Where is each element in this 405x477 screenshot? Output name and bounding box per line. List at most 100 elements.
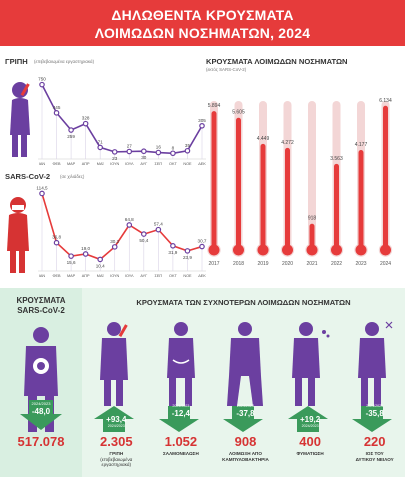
x-tick-label-6: ΙΟΥΛ bbox=[125, 274, 134, 278]
data-point-4 bbox=[97, 256, 103, 263]
case-count: 2.305 bbox=[100, 434, 133, 449]
x-tick-label-1: ΦΕΒ bbox=[52, 274, 61, 278]
x-tick-label-7: 2024 bbox=[380, 261, 391, 267]
tuberculosis-person-icon bbox=[288, 320, 332, 410]
data-label-4: 71 bbox=[98, 139, 104, 144]
disease-label-line2: ΚΑΜΠΥΛΟΒΑΚΤΗΡΙΑ bbox=[222, 456, 269, 462]
bar-value-label-2: 4.449 bbox=[257, 136, 270, 142]
x-tick-label-0: ΙΑΝ bbox=[39, 274, 46, 278]
x-tick-label-3: ΑΠΡ bbox=[82, 162, 90, 166]
covid-person-icon bbox=[7, 197, 29, 273]
flu-line-chart: 750 445 259 328 71 23 27 30 16 8 35 305 ΙΑΝ ΦΕΒ ΜΑΡ ΑΠΡ… bbox=[38, 77, 206, 166]
change-arrow-up-icon bbox=[94, 406, 134, 432]
covid-change-value: -48,0 bbox=[0, 407, 82, 416]
x-tick-label-11: ΔΕΚ bbox=[198, 162, 206, 166]
covid-change-sign: - bbox=[31, 407, 35, 416]
cases-chart-title: ΚΡΟΥΣΜΑΤΑ ΛΟΙΜΩΔΩΝ ΝΟΣΗΜΑΤΩΝ bbox=[206, 57, 348, 66]
x-tick-label-4: 2021 bbox=[306, 261, 317, 267]
flu-chart-subtitle: (επιβεβαιωμένα εργαστηριακά) bbox=[34, 59, 95, 64]
x-tick-label-1: 2018 bbox=[233, 261, 244, 267]
data-label-5: 30,2 bbox=[110, 239, 119, 244]
change-arrow-down-icon bbox=[158, 406, 199, 432]
data-label-2: 259 bbox=[67, 134, 75, 139]
x-tick-label-3: 2020 bbox=[282, 261, 293, 267]
page-title-line1: ΔΗΛΩΘΕΝΤΑ ΚΡΟΥΣΜΑΤΑ bbox=[111, 7, 294, 23]
bar-value-label-3: 4.272 bbox=[281, 140, 294, 146]
data-point-1 bbox=[53, 110, 60, 116]
data-label-11: 305 bbox=[198, 118, 206, 123]
x-tick-label-0: ΙΑΝ bbox=[39, 162, 46, 166]
flu-person-icon bbox=[94, 320, 138, 410]
change-value: +93,4 bbox=[106, 415, 127, 424]
disease-label: ΣΑΛΜΟΝΕΛΩΣΗ bbox=[147, 451, 216, 457]
thermometer-tube-4 bbox=[308, 101, 316, 249]
x-tick-label-9: ΟΚΤ bbox=[169, 162, 177, 166]
bar-2 bbox=[260, 143, 266, 250]
bar-5 bbox=[334, 163, 339, 250]
disease-label-line1: ΣΑΛΜΟΝΕΛΩΣΗ bbox=[163, 451, 199, 456]
data-label-8: 57,4 bbox=[154, 222, 163, 227]
case-count: 908 bbox=[234, 434, 257, 449]
case-count: 400 bbox=[299, 434, 321, 449]
series-line bbox=[41, 193, 203, 261]
salmonella-person-icon bbox=[159, 320, 203, 410]
flu-chart-title: ΓΡΙΠΗ bbox=[5, 57, 28, 66]
data-label-1: 445 bbox=[53, 105, 61, 110]
data-label-10: 23,9 bbox=[183, 255, 192, 260]
campylobacter-person-icon bbox=[223, 320, 267, 410]
data-point-5 bbox=[111, 244, 118, 250]
data-point-9 bbox=[170, 150, 176, 157]
cases-chart-subtitle: (εκτός SARS-CoV-2) bbox=[206, 67, 247, 72]
bar-value-label-5: 3.563 bbox=[330, 156, 343, 162]
thermometer-bulb-3 bbox=[282, 244, 293, 256]
thermometer-bulb-4 bbox=[306, 244, 318, 256]
change-arrow-down-icon bbox=[223, 406, 264, 432]
bar-4 bbox=[309, 223, 315, 250]
bar-value-label-6: 4.177 bbox=[355, 142, 368, 148]
data-point-7 bbox=[141, 231, 147, 237]
data-point-7 bbox=[141, 148, 147, 155]
data-point-11 bbox=[199, 243, 205, 250]
data-point-11 bbox=[199, 122, 205, 129]
data-point-5 bbox=[111, 149, 118, 155]
cases-thermometer-chart: 5.894 2017 5.605 2018 4.449 2019 4.272 2020 918 2… bbox=[207, 98, 393, 267]
data-label-3: 328 bbox=[82, 116, 90, 121]
series-line bbox=[41, 84, 203, 155]
x-tick-label-1: ΦΕΒ bbox=[52, 162, 61, 166]
bar-6 bbox=[358, 150, 364, 250]
disease-label-line2: ΔΥΤΙΚΟΥ ΝΕΙΛΟΥ bbox=[355, 456, 394, 462]
change-period: 2024/2023 bbox=[172, 404, 190, 408]
change-value: +19,2 bbox=[299, 415, 321, 424]
disease-label: ΙΟΣ ΤΟΥ ΔΥΤΙΚΟΥ ΝΕΙΛΟΥ bbox=[340, 451, 405, 462]
data-label-9: 8 bbox=[172, 145, 175, 150]
disease-label: ΓΡΙΠΗ (επιβεβαιωμένα εργαστηριακά) bbox=[82, 451, 151, 468]
x-tick-label-0: 2017 bbox=[208, 261, 219, 267]
thermometer-bulb-6 bbox=[355, 244, 367, 256]
data-point-6 bbox=[126, 222, 133, 228]
data-point-0 bbox=[39, 81, 45, 88]
thermometer-bulb-0 bbox=[208, 244, 220, 256]
data-label-0: 750 bbox=[38, 77, 46, 82]
x-tick-label-7: ΑΥΓ bbox=[140, 274, 147, 278]
data-point-6 bbox=[126, 148, 133, 155]
data-label-1: 36,8 bbox=[52, 235, 61, 240]
case-count: 1.052 bbox=[164, 434, 198, 449]
change-period: 2024/2023 bbox=[236, 404, 254, 408]
disease-label-line1: ΓΡΙΠΗ bbox=[109, 451, 124, 456]
x-tick-label-10: ΝΟΕ bbox=[183, 162, 192, 166]
x-tick-label-8: ΣΕΠ bbox=[155, 162, 163, 166]
data-label-3: 19,0 bbox=[81, 246, 90, 251]
change-arrow-up-icon bbox=[287, 406, 328, 432]
bar-7 bbox=[383, 105, 388, 250]
change-value: -12,4 bbox=[171, 409, 190, 418]
bar-value-label-1: 5.605 bbox=[232, 110, 245, 116]
covid-change-arrow-down-icon bbox=[20, 400, 62, 430]
x-tick-label-3: ΑΠΡ bbox=[82, 274, 90, 278]
x-tick-label-6: 2023 bbox=[355, 261, 366, 267]
x-tick-label-5: ΙΟΥΝ bbox=[110, 162, 119, 166]
data-label-2: 15,6 bbox=[67, 260, 76, 265]
data-point-0 bbox=[39, 190, 45, 197]
covid-line-chart: 114,5 36,8 15,6 19,0 10,4 30,2 64,8 50,4 57,4 31,… bbox=[36, 185, 206, 278]
bar-value-label-0: 5.894 bbox=[208, 103, 221, 109]
bar-1 bbox=[236, 117, 241, 250]
